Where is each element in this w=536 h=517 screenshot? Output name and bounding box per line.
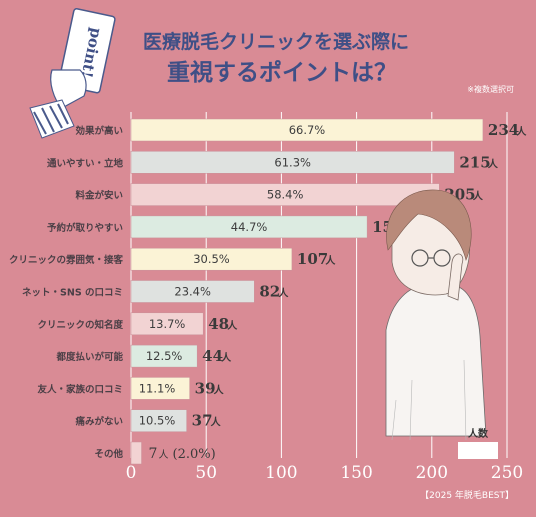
value-label: 48 [208,315,229,333]
value-label: 107 [297,250,328,268]
category-label: クリニックの雰囲気・接客 [9,254,124,266]
percent-label: 61.3% [274,155,311,169]
x-tick-label: 0 [126,463,137,483]
x-axis: 人数 0 50 100 150 200 250 [126,427,524,483]
bar [130,312,204,336]
title-line1: 医療脱毛クリニックを選ぶ際に [143,30,409,53]
unit-label: 人 [516,125,527,138]
bar [130,377,190,400]
category-label: ネット・SNS の口コミ [22,288,123,299]
bar [130,280,255,303]
percent-label: 58.4% [267,188,304,202]
bar [130,344,198,368]
unit-label: 人 [159,449,169,461]
hand-card-illustration: point! [29,8,116,139]
unit-label: 人 [488,157,499,170]
unit-label: 人 [227,319,238,332]
legend-swatch [458,442,498,459]
bar [130,247,293,271]
percent-label: (2.0%) [173,447,216,462]
category-label: 予約が取りやすい [47,222,123,234]
value-label: 234 [488,121,519,139]
x-tick-label: 150 [340,463,372,483]
bar [130,409,187,432]
x-tick-label: 200 [416,463,448,483]
x-tick-label: 50 [195,463,217,483]
value-label: 7 [149,446,158,462]
percent-label: 13.7% [149,317,186,331]
value-label: 37 [192,412,213,430]
value-label: 82 [259,283,280,301]
category-label: 友人・家族の口コミ [36,383,123,395]
unit-label: 人 [325,254,336,267]
percent-label: 30.5% [193,252,230,266]
value-label: 44 [202,347,223,365]
title-line2: 重視するポイントは？ [167,59,397,86]
category-label: その他 [94,448,123,460]
category-label: クリニックの知名度 [37,319,123,331]
category-label: 都度払いが可能 [55,351,123,363]
bar [130,118,484,142]
category-label: 料金が安い [75,190,123,202]
category-label: 通いやすい・立地 [47,157,124,169]
x-tick-label: 250 [491,463,523,483]
percent-label: 66.7% [289,123,326,137]
bar [130,215,368,239]
note-multiple-choice: ※複数選択可 [467,84,514,94]
x-axis-label: 人数 [468,427,489,440]
percent-label: 11.1% [139,381,176,395]
bar [130,151,455,174]
value-label: 39 [195,379,216,397]
x-ticks: 0 50 100 150 200 250 [126,463,524,483]
footer-source: 【2025 年脱毛BEST】 [420,489,514,501]
percent-label: 44.7% [231,220,268,234]
category-label: 効果が高い [75,125,123,137]
x-tick-label: 100 [265,463,297,483]
category-label: 痛みがない [74,416,123,428]
unit-label: 人 [221,351,232,364]
value-label: 215 [459,153,490,171]
bar [130,441,142,465]
percent-label: 12.5% [146,349,183,363]
unit-label: 人 [211,416,222,429]
unit-label: 人 [473,190,484,203]
woman-illustration [385,189,487,441]
unit-label: 人 [278,287,289,300]
percent-label: 10.5% [139,414,176,428]
percent-label: 23.4% [174,285,211,299]
unit-label: 人 [214,383,225,396]
